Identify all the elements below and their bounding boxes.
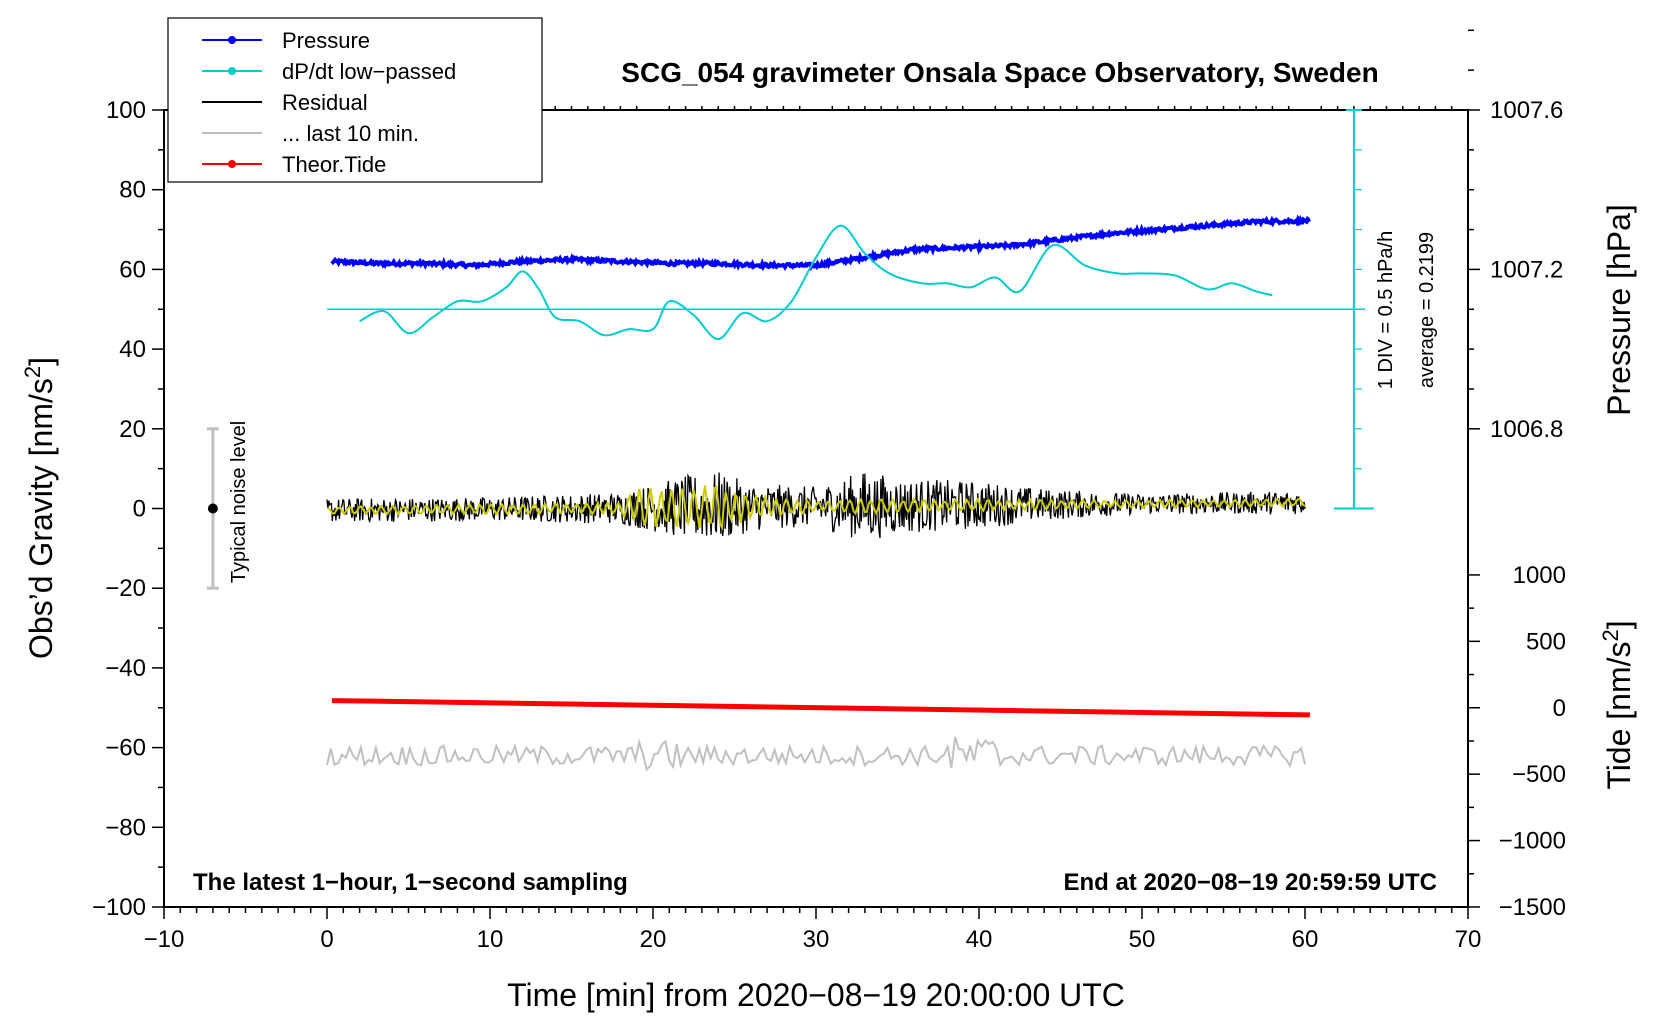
y-tick-label: 0 bbox=[133, 496, 146, 523]
legend-entries: Pressure dP/dt low−passed Residual ... last… bbox=[202, 28, 456, 177]
legend-box bbox=[167, 17, 543, 183]
y-tick-label: −40 bbox=[105, 655, 146, 682]
tide-series-line bbox=[331, 698, 1310, 718]
legend-label: Residual bbox=[282, 90, 368, 115]
tide-tick-label: −1000 bbox=[1499, 828, 1566, 855]
y-tick-label: 20 bbox=[119, 416, 146, 443]
tide-tick-label: −500 bbox=[1512, 761, 1566, 788]
y-tick-label: −80 bbox=[105, 814, 146, 841]
left-y-axis-title: Obs’d Gravity [nm/s2] bbox=[20, 357, 59, 659]
noise-level-indicator bbox=[206, 427, 219, 590]
x-tick-labels: −10 0 10 20 30 40 50 60 70 bbox=[144, 926, 1482, 953]
legend-label: ... last 10 min. bbox=[282, 121, 419, 146]
x-tick-label: 50 bbox=[1129, 926, 1156, 953]
legend-label: Theor.Tide bbox=[282, 152, 386, 177]
legend-marker bbox=[228, 67, 236, 75]
pressure-tick-label: 1007.6 bbox=[1490, 97, 1563, 124]
x-tick-label: −10 bbox=[144, 926, 185, 953]
sampling-note: The latest 1−hour, 1−second sampling bbox=[193, 869, 628, 896]
x-tick-label: 20 bbox=[640, 926, 667, 953]
tide-tick-label: −1500 bbox=[1499, 894, 1566, 921]
x-tick-label: 40 bbox=[966, 926, 993, 953]
series-layer bbox=[326, 214, 1311, 772]
tide-axis-title: Tide [nm/s2] bbox=[1598, 620, 1637, 789]
noise-bar-center-dot bbox=[207, 503, 218, 514]
last-10-min-series-line bbox=[326, 736, 1306, 772]
residual-lowpass-series-line bbox=[326, 485, 1306, 532]
tide-tick-label: 1000 bbox=[1513, 562, 1566, 589]
dpdt-scale-bar bbox=[327, 109, 1374, 510]
average-label: average = 0.2199 bbox=[1416, 232, 1438, 388]
dpdt-series-line bbox=[359, 224, 1273, 341]
y-tick-label: 80 bbox=[119, 177, 146, 204]
y-tick-label: 100 bbox=[106, 97, 146, 124]
legend: Pressure dP/dt low−passed Residual ... last… bbox=[167, 17, 543, 183]
y-tick-label: 60 bbox=[119, 256, 146, 283]
legend-label: dP/dt low−passed bbox=[282, 59, 456, 84]
pressure-tick-label: 1006.8 bbox=[1490, 416, 1563, 443]
pressure-axis-title: Pressure [hPa] bbox=[1601, 204, 1637, 416]
x-tick-label: 0 bbox=[320, 926, 333, 953]
x-tick-label: 60 bbox=[1292, 926, 1319, 953]
chart-title: SCG_054 gravimeter Onsala Space Observat… bbox=[621, 57, 1378, 88]
y-tick-label: −20 bbox=[105, 575, 146, 602]
tide-tick-label: 0 bbox=[1553, 695, 1566, 722]
div-label: 1 DIV = 0.5 hPa/h bbox=[1375, 231, 1397, 389]
x-tick-label: 10 bbox=[477, 926, 504, 953]
pressure-series-line bbox=[330, 214, 1311, 272]
x-tick-label: 30 bbox=[803, 926, 830, 953]
y-tick-label: 40 bbox=[119, 336, 146, 363]
residual-series-line bbox=[326, 472, 1306, 539]
tide-tick-label: 500 bbox=[1526, 628, 1566, 655]
y-tick-label: −60 bbox=[105, 735, 146, 762]
x-axis-title: Time [min] from 2020−08−19 20:00:00 UTC bbox=[507, 977, 1125, 1013]
x-tick-label: 70 bbox=[1455, 926, 1482, 953]
tide-tick-labels: −1500 −1000 −500 0 500 1000 bbox=[1499, 562, 1566, 921]
legend-marker bbox=[228, 160, 236, 168]
y-tick-label: −100 bbox=[92, 894, 146, 921]
left-y-tick-labels: −100 −80 −60 −40 −20 0 20 40 60 80 100 bbox=[92, 97, 146, 921]
pressure-tick-label: 1007.2 bbox=[1490, 256, 1563, 283]
legend-label: Pressure bbox=[282, 28, 370, 53]
legend-marker bbox=[228, 36, 236, 44]
noise-label: Typical noise level bbox=[228, 421, 250, 583]
end-time-note: End at 2020−08−19 20:59:59 UTC bbox=[1063, 869, 1437, 896]
